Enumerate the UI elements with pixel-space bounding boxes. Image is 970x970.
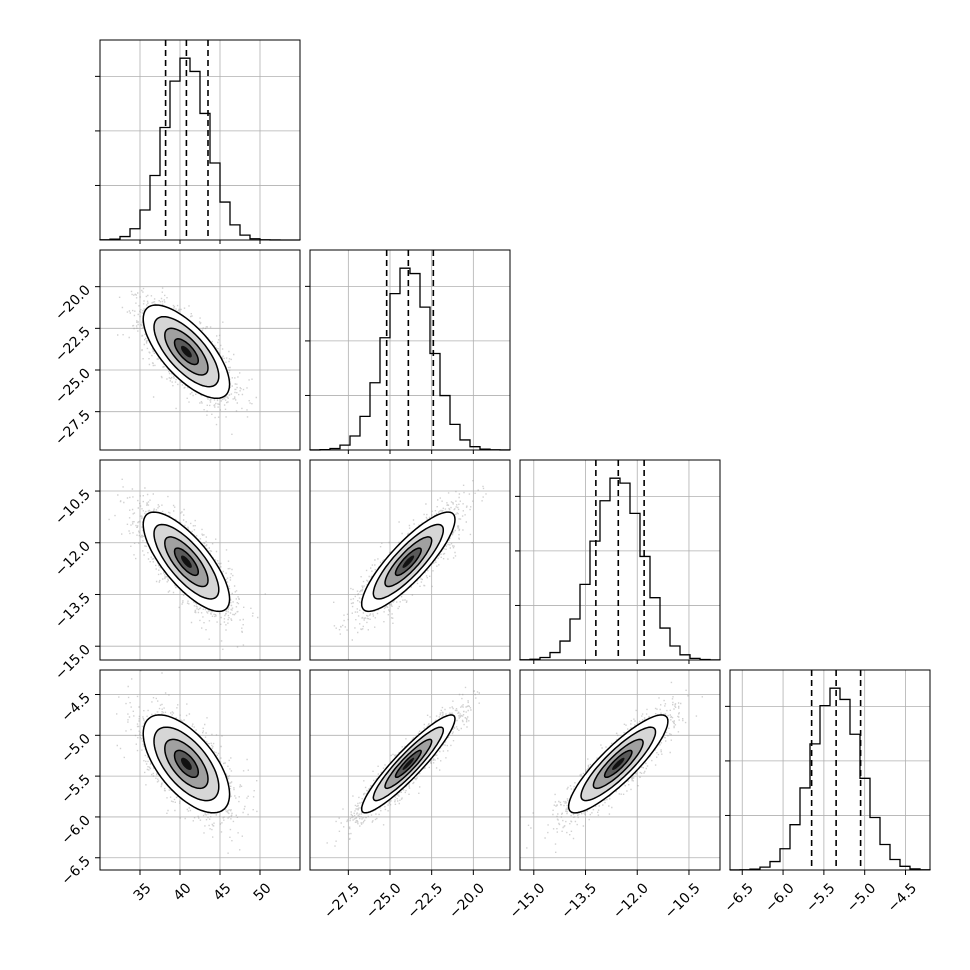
contour-line-1 — [372, 523, 445, 600]
density-level-4 — [181, 555, 192, 568]
y-tick-label: −27.5 — [52, 407, 94, 449]
x-tick-label: −20.0 — [446, 880, 488, 922]
panel-frame — [99, 249, 301, 451]
panel-frame — [99, 39, 301, 241]
density-level-4 — [181, 757, 192, 770]
x-tick-label: 45 — [211, 880, 235, 904]
density-level-4 — [612, 757, 625, 770]
x-tick-label: −12.0 — [610, 880, 652, 922]
contour-line-0 — [142, 304, 231, 400]
x-tick-label: −6.5 — [722, 880, 757, 915]
contour-line-1 — [580, 726, 657, 802]
contour-line-3 — [394, 547, 422, 577]
histogram-series-1 — [309, 267, 511, 451]
panel-content — [116, 670, 258, 854]
contour-line-1 — [372, 726, 445, 802]
contour-line-0 — [142, 511, 231, 613]
y-tick-label: −5.5 — [58, 772, 93, 807]
panel-frame — [309, 249, 511, 451]
contour-line-2 — [164, 327, 209, 376]
contour-line-0 — [142, 714, 231, 814]
x-tick-label: −15.0 — [507, 880, 549, 922]
contour-line-0 — [567, 714, 669, 814]
density-panel-3-2 — [519, 669, 721, 871]
contour-line-3 — [394, 749, 422, 779]
y-tick-label: −10.5 — [52, 487, 94, 529]
density-panel-2-0 — [99, 459, 301, 661]
x-tick-label: −5.0 — [844, 880, 879, 915]
contour-line-3 — [173, 547, 200, 577]
y-tick-label: −6.0 — [58, 812, 93, 847]
panel-frame — [729, 669, 931, 871]
x-tick-label: 50 — [251, 880, 275, 904]
panel-frame — [309, 669, 511, 871]
x-tick-label: −10.5 — [662, 880, 704, 922]
y-tick-label: −25.0 — [52, 366, 94, 408]
histogram-panel-3 — [725, 669, 931, 871]
histogram-panel-0 — [95, 39, 301, 241]
contour-line-1 — [153, 315, 220, 388]
x-tick-label: −6.0 — [762, 880, 797, 915]
panel-frame — [99, 669, 301, 871]
panel-frame — [99, 459, 301, 661]
histogram-panel-2 — [515, 459, 721, 661]
contour-line-1 — [153, 726, 220, 802]
x-tick-label: −5.5 — [803, 880, 838, 915]
density-panel-3-1 — [309, 669, 511, 871]
y-tick-label: −20.0 — [52, 282, 94, 324]
density-level-4 — [181, 345, 192, 358]
density-panel-1-0 — [99, 249, 301, 451]
x-tick-label: 35 — [131, 880, 155, 904]
density-level-4 — [402, 757, 415, 770]
y-tick-label: −22.5 — [52, 324, 94, 366]
panel-frame — [519, 669, 721, 871]
contour-line-3 — [603, 749, 633, 779]
histogram-series-3 — [729, 687, 931, 871]
panel-content — [526, 681, 703, 853]
contour-line-1 — [153, 523, 220, 600]
x-tick-label: 40 — [171, 880, 195, 904]
y-tick-label: −6.5 — [58, 853, 93, 888]
x-tick-label: −22.5 — [405, 880, 447, 922]
contour-line-2 — [164, 738, 209, 790]
panel-content — [100, 277, 257, 435]
density-level-4 — [402, 555, 415, 568]
y-tick-label: −5.0 — [58, 731, 93, 766]
y-tick-label: −4.5 — [58, 690, 93, 725]
panel-content — [108, 478, 267, 650]
panel-content — [326, 686, 480, 847]
contour-line-2 — [384, 536, 433, 588]
contour-line-0 — [360, 511, 456, 613]
density-panel-3-0 — [99, 669, 301, 871]
histogram-panel-1 — [305, 249, 511, 451]
contour-line-3 — [173, 749, 200, 779]
panel-content — [333, 480, 487, 641]
contour-line-2 — [164, 536, 209, 588]
panel-frame — [309, 459, 511, 661]
panel-frame — [519, 459, 721, 661]
contour-line-2 — [592, 738, 644, 790]
histogram-series-0 — [99, 57, 301, 241]
x-tick-label: −4.5 — [885, 880, 920, 915]
histogram-series-2 — [519, 477, 721, 661]
y-tick-label: −15.0 — [52, 642, 94, 684]
contour-line-0 — [360, 714, 456, 814]
contour-line-2 — [384, 738, 433, 790]
y-tick-label: −13.5 — [52, 590, 94, 632]
y-tick-label: −12.0 — [52, 538, 94, 580]
x-tick-label: −13.5 — [558, 880, 600, 922]
contour-line-3 — [173, 338, 200, 366]
x-tick-label: −27.5 — [321, 880, 363, 922]
x-tick-label: −25.0 — [363, 880, 405, 922]
density-panel-2-1 — [309, 459, 511, 661]
